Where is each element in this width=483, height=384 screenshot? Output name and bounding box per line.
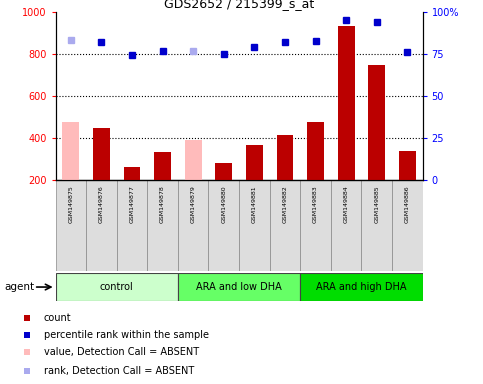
Text: GSM149877: GSM149877: [129, 185, 135, 223]
Bar: [215, 162, 232, 180]
Text: GSM149883: GSM149883: [313, 185, 318, 223]
Text: GSM149878: GSM149878: [160, 185, 165, 223]
Bar: [277, 135, 293, 180]
Text: GSM149880: GSM149880: [221, 185, 227, 223]
Text: control: control: [100, 282, 134, 292]
Bar: [178, 180, 209, 271]
Text: GSM149882: GSM149882: [283, 185, 287, 223]
Bar: [147, 180, 178, 271]
Text: ARA and low DHA: ARA and low DHA: [196, 282, 282, 292]
Bar: [178, 273, 300, 301]
Bar: [246, 145, 263, 180]
Bar: [154, 152, 171, 180]
Text: GSM149875: GSM149875: [68, 185, 73, 223]
Bar: [56, 180, 86, 271]
Bar: [56, 273, 178, 301]
Text: ARA and high DHA: ARA and high DHA: [316, 282, 407, 292]
Text: count: count: [44, 313, 71, 323]
Text: GSM149886: GSM149886: [405, 185, 410, 223]
Bar: [86, 180, 117, 271]
Bar: [307, 122, 324, 180]
Bar: [300, 180, 331, 271]
Bar: [300, 273, 423, 301]
Text: GSM149879: GSM149879: [191, 185, 196, 223]
Text: GSM149881: GSM149881: [252, 185, 257, 223]
Bar: [361, 180, 392, 271]
Bar: [124, 167, 141, 180]
Bar: [369, 65, 385, 180]
Text: GSM149876: GSM149876: [99, 185, 104, 223]
Bar: [209, 180, 239, 271]
Text: GSM149885: GSM149885: [374, 185, 379, 223]
Bar: [399, 151, 416, 180]
Bar: [270, 180, 300, 271]
Bar: [239, 180, 270, 271]
Text: agent: agent: [5, 282, 35, 292]
Bar: [331, 180, 361, 271]
Bar: [185, 140, 201, 180]
Text: rank, Detection Call = ABSENT: rank, Detection Call = ABSENT: [44, 366, 194, 376]
Text: GSM149884: GSM149884: [343, 185, 349, 223]
Bar: [117, 180, 147, 271]
Title: GDS2652 / 215399_s_at: GDS2652 / 215399_s_at: [164, 0, 314, 10]
Bar: [392, 180, 423, 271]
Bar: [93, 127, 110, 180]
Text: value, Detection Call = ABSENT: value, Detection Call = ABSENT: [44, 348, 199, 358]
Bar: [62, 122, 79, 180]
Text: percentile rank within the sample: percentile rank within the sample: [44, 330, 209, 340]
Bar: [338, 26, 355, 180]
